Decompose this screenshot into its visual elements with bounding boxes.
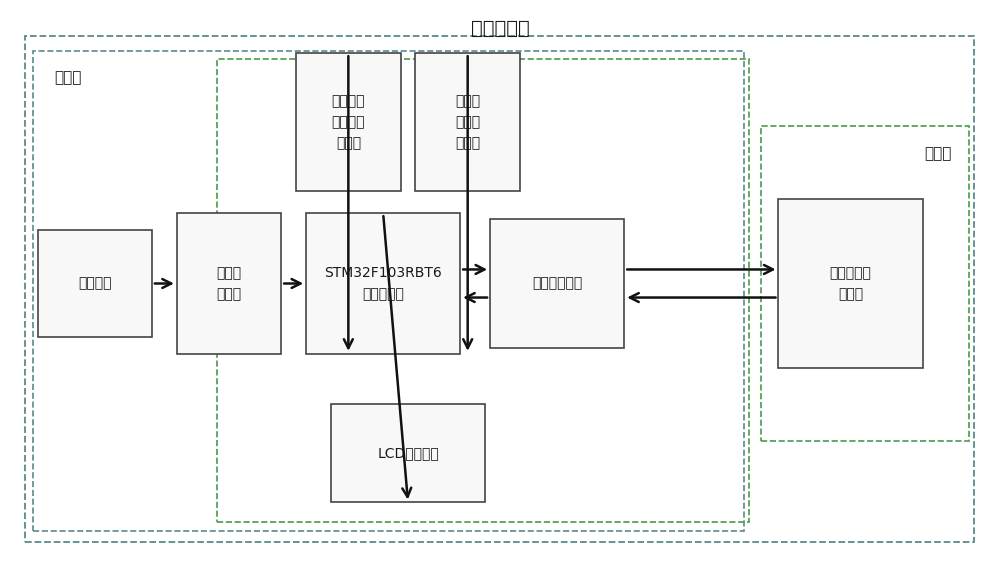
Bar bbox=[306, 213, 460, 354]
Bar bbox=[177, 213, 281, 354]
Bar bbox=[761, 126, 969, 441]
Text: 系统结构图: 系统结构图 bbox=[471, 19, 529, 37]
Text: 机软件: 机软件 bbox=[838, 287, 863, 301]
Bar bbox=[331, 404, 485, 502]
Text: 压信号采: 压信号采 bbox=[332, 115, 365, 129]
Text: 应变桥: 应变桥 bbox=[455, 94, 480, 108]
Bar bbox=[778, 199, 923, 368]
Text: 单片机电路: 单片机电路 bbox=[362, 287, 404, 301]
Text: LCD显示电路: LCD显示电路 bbox=[377, 446, 439, 460]
Bar bbox=[33, 50, 744, 531]
Text: 水压采: 水压采 bbox=[216, 266, 242, 280]
Text: 集电路: 集电路 bbox=[216, 287, 242, 301]
Text: 流量采: 流量采 bbox=[455, 115, 480, 129]
Text: 压电泅电: 压电泅电 bbox=[332, 94, 365, 108]
Text: STM32F103RBT6: STM32F103RBT6 bbox=[324, 266, 442, 280]
Bar bbox=[38, 230, 152, 337]
Text: 集电路: 集电路 bbox=[336, 137, 361, 150]
Bar bbox=[490, 219, 624, 348]
Bar bbox=[217, 59, 749, 522]
Text: 上位机: 上位机 bbox=[924, 146, 951, 161]
Bar bbox=[415, 53, 520, 191]
Text: 集电路: 集电路 bbox=[455, 137, 480, 150]
Bar bbox=[296, 53, 401, 191]
Text: 下位机: 下位机 bbox=[54, 70, 82, 85]
Text: 电源电路: 电源电路 bbox=[78, 277, 112, 290]
Text: 串口通信电路: 串口通信电路 bbox=[532, 277, 582, 290]
Text: 电脑的上位: 电脑的上位 bbox=[830, 266, 871, 280]
